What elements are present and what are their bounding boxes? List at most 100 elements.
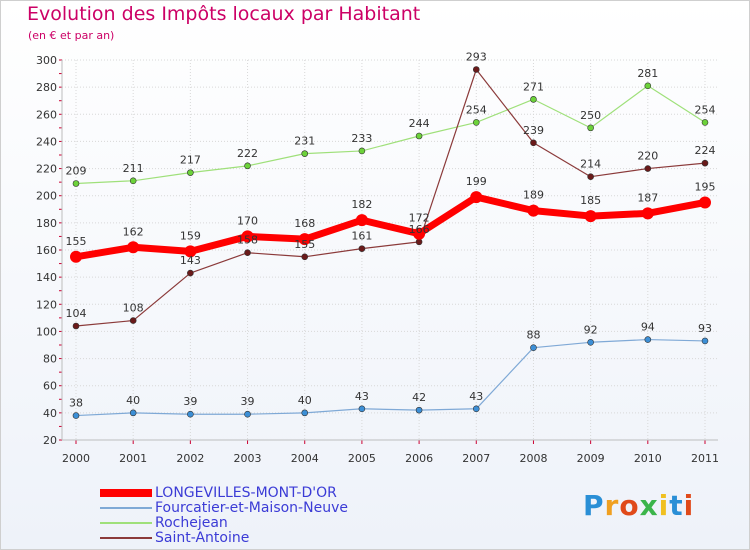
legend-label: LONGEVILLES-MONT-D'OR [155, 485, 337, 501]
series-line [75, 338, 706, 417]
data-point [72, 412, 80, 419]
x-tick-label: 2007 [462, 452, 490, 465]
data-label: 185 [580, 194, 601, 207]
data-label: 40 [126, 394, 140, 407]
data-label: 43 [469, 390, 483, 403]
data-point [587, 338, 594, 346]
data-label: 220 [637, 150, 658, 163]
data-label: 166 [409, 223, 430, 236]
x-tick-label: 2009 [577, 452, 605, 465]
data-point [701, 119, 709, 126]
data-label: 244 [409, 117, 430, 130]
data-point [72, 180, 80, 187]
x-tick-label: 2002 [176, 452, 204, 465]
data-point [701, 337, 709, 345]
data-point [415, 132, 423, 140]
data-label: 143 [180, 254, 201, 267]
legend-swatch [100, 522, 152, 524]
x-tick-label: 2000 [62, 452, 90, 465]
data-point [413, 227, 426, 240]
data-label: 162 [123, 225, 144, 238]
y-tick-label: 140 [36, 271, 57, 284]
x-tick-label: 2006 [405, 452, 433, 465]
data-point [472, 405, 480, 413]
x-tick-label: 2010 [634, 452, 662, 465]
data-label: 88 [526, 329, 540, 342]
data-point [527, 204, 540, 217]
data-label: 172 [409, 212, 430, 225]
data-label: 104 [66, 307, 87, 320]
data-point [415, 238, 423, 246]
data-label: 214 [580, 158, 601, 171]
data-point [358, 405, 366, 413]
data-label: 92 [584, 323, 598, 336]
data-label: 168 [294, 217, 315, 230]
data-label: 93 [698, 322, 712, 335]
proxiti-logo: Proxiti [583, 489, 694, 522]
data-point [301, 253, 309, 261]
data-point [244, 410, 251, 418]
y-tick-label: 220 [36, 163, 57, 176]
data-point [355, 214, 368, 227]
data-point [530, 344, 537, 352]
data-point [530, 139, 537, 147]
y-tick-label: 200 [36, 190, 57, 203]
data-label: 199 [466, 175, 487, 188]
data-point [244, 249, 251, 257]
y-tick-label: 40 [43, 407, 57, 420]
y-tick-label: 240 [36, 135, 57, 148]
y-tick-label: 100 [36, 325, 57, 338]
chart-subtitle: (en € et par an) [28, 29, 115, 42]
x-tick-label: 2011 [691, 452, 719, 465]
legend-label: Saint-Antoine [155, 530, 250, 546]
data-label: 161 [351, 230, 372, 243]
y-tick-label: 160 [36, 244, 57, 257]
series-line [75, 68, 706, 327]
y-tick-label: 20 [43, 434, 57, 447]
data-point [584, 210, 597, 223]
logo-letter: r [604, 489, 620, 522]
data-label: 254 [466, 103, 487, 116]
data-point [358, 245, 366, 252]
x-tick-label: 2003 [234, 452, 262, 465]
data-label: 182 [351, 198, 372, 211]
series-line [75, 85, 706, 185]
data-point [72, 322, 80, 330]
logo-letter: o [619, 489, 640, 522]
data-label: 239 [523, 124, 544, 137]
data-label: 159 [180, 229, 201, 242]
data-label: 224 [695, 144, 716, 157]
data-point [699, 196, 711, 209]
logo-letter: x [639, 489, 659, 522]
y-tick-label: 260 [36, 108, 57, 121]
y-tick-label: 80 [43, 353, 57, 366]
data-point [301, 409, 309, 417]
data-point [127, 241, 140, 254]
data-point [358, 147, 366, 155]
data-point [587, 124, 594, 132]
data-label: 155 [294, 238, 315, 251]
y-tick-label: 180 [36, 217, 57, 230]
data-point [530, 96, 537, 103]
logo-letter: i [658, 489, 670, 522]
data-point [644, 165, 652, 172]
data-label: 195 [695, 181, 716, 194]
data-label: 254 [695, 103, 716, 116]
data-point [472, 119, 480, 126]
data-point [70, 250, 82, 263]
data-label: 43 [355, 390, 369, 403]
data-point [644, 82, 652, 90]
data-point [184, 245, 197, 258]
data-point [701, 159, 709, 167]
x-tick-label: 2008 [519, 452, 547, 465]
y-tick-label: 280 [36, 81, 57, 94]
data-label: 189 [523, 189, 544, 202]
data-label: 250 [580, 109, 601, 122]
data-point [641, 207, 654, 220]
chart-title: Evolution des Impôts locaux par Habitant [27, 3, 421, 25]
data-label: 39 [183, 395, 197, 408]
series-line [75, 193, 706, 261]
data-label: 217 [180, 154, 201, 167]
data-point [244, 162, 251, 170]
